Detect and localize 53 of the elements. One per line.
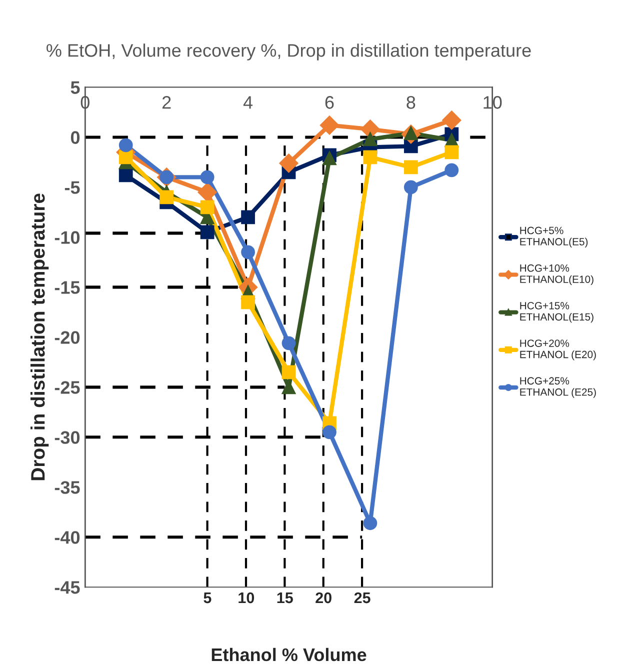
point — [118, 138, 133, 152]
x-tick-label: 8 — [406, 96, 416, 109]
point — [444, 145, 459, 160]
legend-label: HCG+15% ETHANOL(E15) — [520, 302, 594, 323]
point — [282, 365, 296, 380]
point — [160, 190, 174, 204]
point — [322, 425, 336, 440]
point — [363, 516, 378, 530]
x2-tick-label: 10 — [238, 592, 254, 604]
point — [363, 132, 378, 146]
point — [241, 245, 255, 260]
x2-tick-label: 5 — [204, 592, 212, 604]
point — [241, 295, 255, 310]
point — [279, 154, 298, 173]
y-tick-label: -45 — [54, 581, 80, 594]
point — [118, 168, 133, 182]
y-tick-label: 0 — [70, 131, 80, 144]
point — [198, 182, 217, 202]
y-axis-title: Drop in distillation temperature — [30, 194, 49, 480]
y-tick-label: -35 — [54, 481, 80, 494]
point — [282, 336, 296, 350]
point — [200, 225, 214, 240]
y-tick-label: -10 — [54, 231, 80, 244]
x-tick-label: 2 — [162, 96, 171, 109]
x-tick-label: 4 — [243, 96, 253, 109]
y-tick-label: -15 — [54, 281, 80, 294]
point — [442, 110, 462, 130]
point — [363, 150, 378, 164]
point — [320, 116, 340, 135]
legend-label: HCG+10% ETHANOL(E10) — [520, 264, 594, 286]
y-tick-label: -40 — [54, 531, 80, 544]
point — [200, 200, 214, 214]
y-tick-label: 5 — [70, 81, 80, 94]
legend-label: HCG+5% ETHANOL(E5) — [520, 226, 588, 248]
point — [241, 210, 255, 224]
x2-tick-label: 15 — [277, 592, 293, 604]
x-tick-label: 6 — [325, 96, 334, 109]
y-tick-label: -25 — [54, 381, 80, 394]
y-tick-label: -30 — [54, 431, 80, 444]
legend-label: HCG+25% ETHANOL (E25) — [520, 377, 596, 398]
y-tick-label: -20 — [54, 331, 80, 344]
legend-label: HCG+20% ETHANOL (E20) — [520, 340, 596, 360]
point — [444, 163, 459, 178]
chart-title: % EtOH, Volume recovery %, Drop in distillation temperature — [46, 44, 531, 60]
point — [200, 170, 214, 184]
point — [404, 180, 418, 194]
point — [404, 160, 418, 174]
y-tick-label: -5 — [64, 181, 80, 194]
x2-tick-label: 20 — [316, 592, 332, 604]
point — [118, 150, 133, 164]
x2-axis-title: Ethanol % Volume — [212, 648, 366, 662]
x2-tick-label: 25 — [354, 592, 370, 604]
point — [322, 151, 336, 166]
